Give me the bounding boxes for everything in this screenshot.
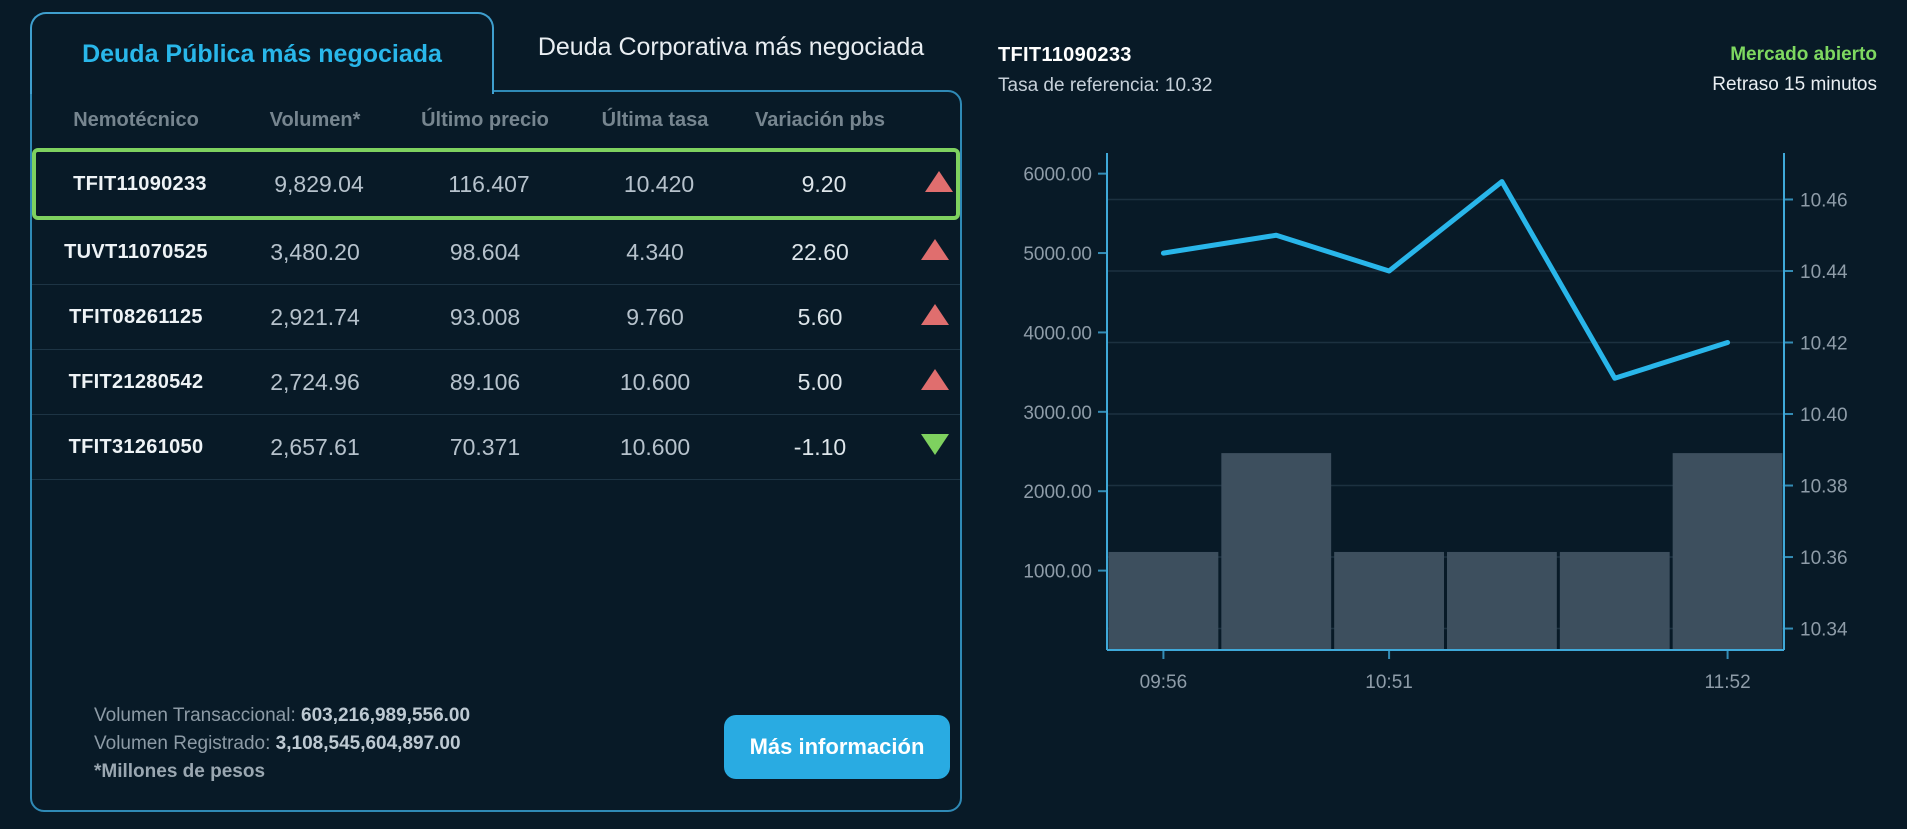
volumen-transaccional-line: Volumen Transaccional: 603,216,989,556.0… <box>94 705 471 726</box>
volume-bar <box>1334 551 1444 650</box>
axis-tick-label: 10.34 <box>1800 620 1848 641</box>
rate-line <box>1160 179 1731 381</box>
arrow-up-icon <box>910 368 960 396</box>
axis-tick-label: 10.42 <box>1800 334 1848 355</box>
tab-deuda-publica-label: Deuda Pública más negociada <box>82 39 442 68</box>
axis-tick-label: 4000.00 <box>1023 323 1092 344</box>
header-ultima-tasa: Última tasa <box>601 108 709 131</box>
arrow-down-icon <box>910 433 960 461</box>
cell-ultima-tasa: 10.420 <box>623 170 695 197</box>
volume-bar <box>1221 453 1332 650</box>
cell-nemotecnico: TFIT08261125 <box>69 305 203 328</box>
cell-volumen: 2,724.96 <box>270 368 360 395</box>
cell-volumen: 2,657.61 <box>270 433 360 460</box>
arrow-up-icon <box>910 238 960 266</box>
reference-rate-label: Tasa de referencia: 10.32 <box>998 75 1213 96</box>
axis-tick-label: 09:56 <box>1140 672 1188 693</box>
debt-table-panel: Nemotécnico Volumen* Último precio Últim… <box>30 90 962 812</box>
volume-bar <box>1672 453 1783 650</box>
market-delay-label: Retraso 15 minutos <box>1712 74 1877 95</box>
price-volume-chart: 6000.00 5000.00 4000.00 3000.00 2000.00 1000.… <box>1023 153 1848 693</box>
chart-header-left: TFIT11090233 Tasa de referencia: 10.32 <box>998 44 1212 97</box>
cell-volumen: 9,829.04 <box>274 170 364 197</box>
volume-bar <box>1108 551 1219 650</box>
axis-tick-label: 10:51 <box>1365 672 1413 693</box>
tab-deuda-corporativa[interactable]: Deuda Corporativa más negociada <box>500 10 962 84</box>
axis-tick-label: 3000.00 <box>1023 403 1092 424</box>
cell-variacion-pbs: 5.00 <box>797 368 843 395</box>
axis-tick-label: 1000.00 <box>1023 562 1092 583</box>
cell-ultimo-precio: 116.407 <box>448 170 530 197</box>
table-header-row: Nemotécnico Volumen* Último precio Últim… <box>32 92 960 148</box>
axis-tick-label: 6000.00 <box>1023 165 1092 186</box>
header-nemotecnico: Nemotécnico <box>73 108 199 131</box>
mas-informacion-button[interactable]: Más información <box>724 715 950 779</box>
millones-note: *Millones de pesos <box>94 761 266 782</box>
table-row[interactable]: TFIT21280542 2,724.96 89.106 10.600 5.00 <box>32 350 960 415</box>
cell-nemotecnico: TFIT11090233 <box>73 172 207 195</box>
header-volumen: Volumen* <box>269 108 361 131</box>
cell-variacion-pbs: 22.60 <box>791 238 849 265</box>
cell-ultimo-precio: 98.604 <box>449 238 521 265</box>
volume-bar <box>1559 551 1670 650</box>
cell-volumen: 2,921.74 <box>270 303 360 330</box>
cell-volumen: 3,480.20 <box>270 238 360 265</box>
cell-variacion-pbs: -1.10 <box>793 433 847 460</box>
cell-ultimo-precio: 93.008 <box>449 303 521 330</box>
cell-nemotecnico: TFIT21280542 <box>68 370 204 393</box>
cell-variacion-pbs: 5.60 <box>797 303 843 330</box>
volumen-registrado-line: Volumen Registrado: 3,108,545,604,897.00 <box>94 733 461 754</box>
volume-bars <box>1108 453 1783 650</box>
time-axis-ticks: 09:56 10:51 11:52 <box>1140 650 1751 693</box>
axis-tick-label: 10.36 <box>1800 548 1848 569</box>
cell-variacion-pbs: 9.20 <box>801 170 847 197</box>
table-row[interactable]: TUVT11070525 3,480.20 98.604 4.340 22.60 <box>32 220 960 285</box>
axis-tick-label: 10.40 <box>1800 405 1848 426</box>
right-axis-ticks: 10.46 10.44 10.42 10.40 10.38 10.36 10.34 <box>1784 190 1848 641</box>
header-variacion-pbs: Variación pbs <box>754 108 886 131</box>
rate-line-group <box>1160 179 1731 381</box>
axis-tick-label: 10.44 <box>1800 262 1848 283</box>
axis-tick-label: 10.46 <box>1800 190 1848 211</box>
arrow-up-icon <box>910 303 960 331</box>
chart-instrument-title: TFIT11090233 <box>998 44 1132 66</box>
cell-ultima-tasa: 4.340 <box>626 238 684 265</box>
cell-ultima-tasa: 10.600 <box>619 433 691 460</box>
tab-deuda-publica[interactable]: Deuda Pública más negociada <box>30 12 494 94</box>
axis-tick-label: 10.38 <box>1800 477 1848 498</box>
axis-tick-label: 2000.00 <box>1023 482 1092 503</box>
volume-summary: Volumen Transaccional: 603,216,989,556.0… <box>94 702 470 786</box>
table-row[interactable]: TFIT08261125 2,921.74 93.008 9.760 5.60 <box>32 285 960 350</box>
grid-lines <box>1107 198 1784 630</box>
table-row[interactable]: TFIT11090233 9,829.04 116.407 10.420 9.20 <box>32 148 960 220</box>
cell-nemotecnico: TFIT31261050 <box>68 435 204 458</box>
volumen-registrado-value: 3,108,545,604,897.00 <box>275 733 461 754</box>
chart-header-right: Mercado abierto Retraso 15 minutos <box>1712 44 1877 96</box>
cell-ultima-tasa: 9.760 <box>626 303 684 330</box>
volume-bar <box>1447 551 1557 650</box>
axes <box>1106 153 1785 651</box>
cell-ultimo-precio: 89.106 <box>449 368 521 395</box>
cell-nemotecnico: TUVT11070525 <box>64 240 208 263</box>
cell-ultima-tasa: 10.600 <box>619 368 691 395</box>
arrow-up-icon <box>914 170 964 198</box>
axis-tick-label: 5000.00 <box>1023 244 1092 265</box>
axis-tick-label: 11:52 <box>1705 672 1751 693</box>
tab-deuda-corporativa-label: Deuda Corporativa más negociada <box>537 32 925 61</box>
cell-ultimo-precio: 70.371 <box>449 433 521 460</box>
header-ultimo-precio: Último precio <box>421 108 549 131</box>
table-row[interactable]: TFIT31261050 2,657.61 70.371 10.600 -1.10 <box>32 415 960 480</box>
market-status-badge: Mercado abierto <box>1730 44 1877 65</box>
volumen-transaccional-value: 603,216,989,556.00 <box>301 705 471 726</box>
table-body: TFIT11090233 9,829.04 116.407 10.420 9.20 TUV… <box>32 148 960 480</box>
left-axis-ticks: 6000.00 5000.00 4000.00 3000.00 2000.00 1000.… <box>1023 165 1107 583</box>
